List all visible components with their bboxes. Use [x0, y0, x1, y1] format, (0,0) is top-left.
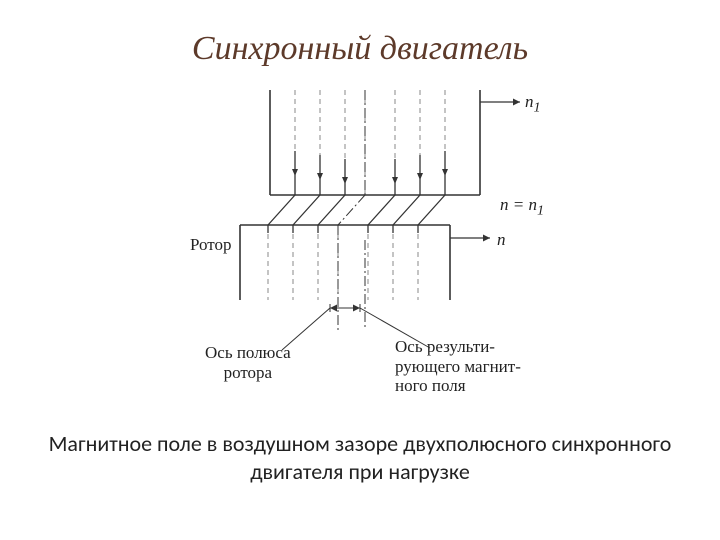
diagram: Ротор n1 n = n1 n Ось полюсаротора Ось р…: [160, 90, 560, 400]
label-n: n: [497, 230, 506, 250]
field-axis-label: Ось результи-рующего магнит-ного поля: [395, 337, 521, 396]
label-n-eq: n = n1: [500, 195, 544, 219]
label-n1: n1: [525, 92, 541, 116]
page-title: Синхронный двигатель: [0, 30, 720, 68]
caption: Магнитное поле в воздушном зазоре двухпо…: [0, 430, 720, 485]
rotor-axis-label: Ось полюсаротора: [205, 343, 291, 382]
rotor-label: Ротор: [190, 235, 232, 255]
